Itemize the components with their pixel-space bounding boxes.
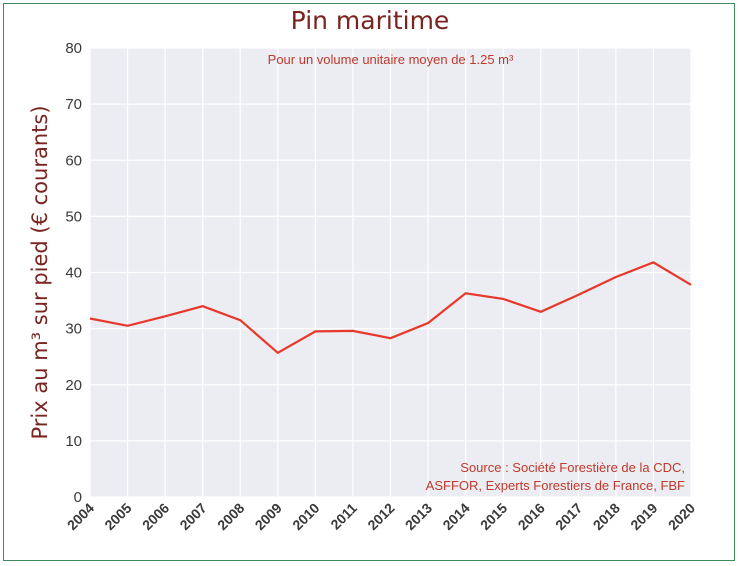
- y-tick-label: 80: [65, 40, 82, 57]
- x-tick-label: 2011: [327, 500, 360, 533]
- x-tick-label: 2009: [252, 500, 285, 533]
- x-tick-label: 2005: [101, 500, 134, 533]
- y-tick-label: 30: [65, 321, 82, 338]
- y-tick-label: 10: [65, 433, 82, 450]
- x-tick-label: 2008: [214, 500, 247, 533]
- x-tick-label: 2004: [64, 500, 97, 533]
- x-tick-label: 2014: [439, 500, 472, 533]
- y-axis-ticks: 0 10 20 30 40 50 60 70 80: [65, 40, 82, 506]
- series-line: [89, 261, 692, 355]
- y-tick-label: 20: [65, 377, 82, 394]
- y-axis-label: Prix au m³ sur pied (€ courants): [28, 105, 52, 439]
- x-tick-label: 2006: [139, 500, 172, 533]
- source-line-2: ASFFOR, Experts Forestiers de France, FB…: [426, 478, 685, 493]
- y-tick-label: 70: [65, 96, 82, 113]
- x-tick-label: 2007: [176, 500, 209, 533]
- x-axis-ticks: 2004 2005 2006 2007 2008 2009 2010 2011 2012 2013…: [64, 500, 698, 533]
- x-tick-label: 2015: [477, 500, 510, 533]
- x-tick-label: 2020: [665, 500, 698, 533]
- x-tick-label: 2010: [289, 500, 322, 533]
- source-line-1: Source : Société Forestière de la CDC,: [460, 460, 685, 475]
- chart-subtitle: Pour un volume unitaire moyen de 1.25 m³: [268, 52, 514, 67]
- chart-title: Pin maritime: [290, 6, 450, 35]
- y-tick-label: 60: [65, 152, 82, 169]
- gridlines: [89, 47, 692, 498]
- x-tick-label: 2013: [402, 500, 435, 533]
- x-tick-label: 2018: [590, 500, 623, 533]
- x-tick-label: 2012: [364, 500, 397, 533]
- y-tick-label: 0: [74, 489, 82, 506]
- y-tick-label: 50: [65, 208, 82, 225]
- x-tick-label: 2016: [515, 500, 548, 533]
- x-tick-label: 2019: [627, 500, 660, 533]
- x-tick-label: 2017: [552, 500, 585, 533]
- y-tick-label: 40: [65, 265, 82, 282]
